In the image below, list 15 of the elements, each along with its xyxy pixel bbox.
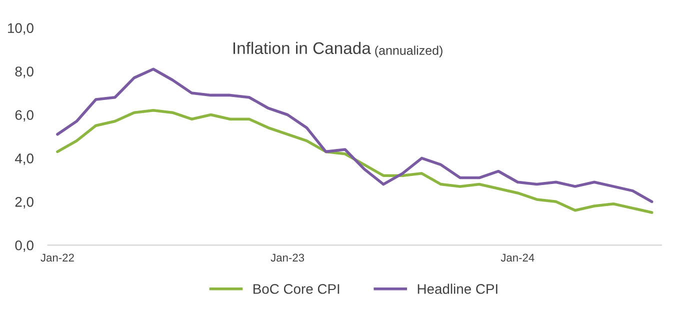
x-tick-label: Jan-24 <box>500 254 534 262</box>
y-tick-label: 4,0 <box>15 154 34 166</box>
y-tick-label: 6,0 <box>15 110 34 122</box>
y-tick-label: 0,0 <box>15 240 34 252</box>
legend-label: Headline CPI <box>418 284 498 294</box>
y-tick-label: 10,0 <box>8 23 34 35</box>
x-tick-label: Jan-23 <box>270 254 304 262</box>
y-tick-label: 8,0 <box>15 66 34 78</box>
x-tick-label: Jan-22 <box>40 254 74 262</box>
text: (annualized) <box>375 46 442 58</box>
line-series <box>56 68 654 204</box>
line-series <box>56 109 654 214</box>
y-tick-label: 2,0 <box>15 197 34 208</box>
text: Inflation in Canada <box>233 42 371 54</box>
legend-label: BoC Core CPI <box>254 284 340 294</box>
